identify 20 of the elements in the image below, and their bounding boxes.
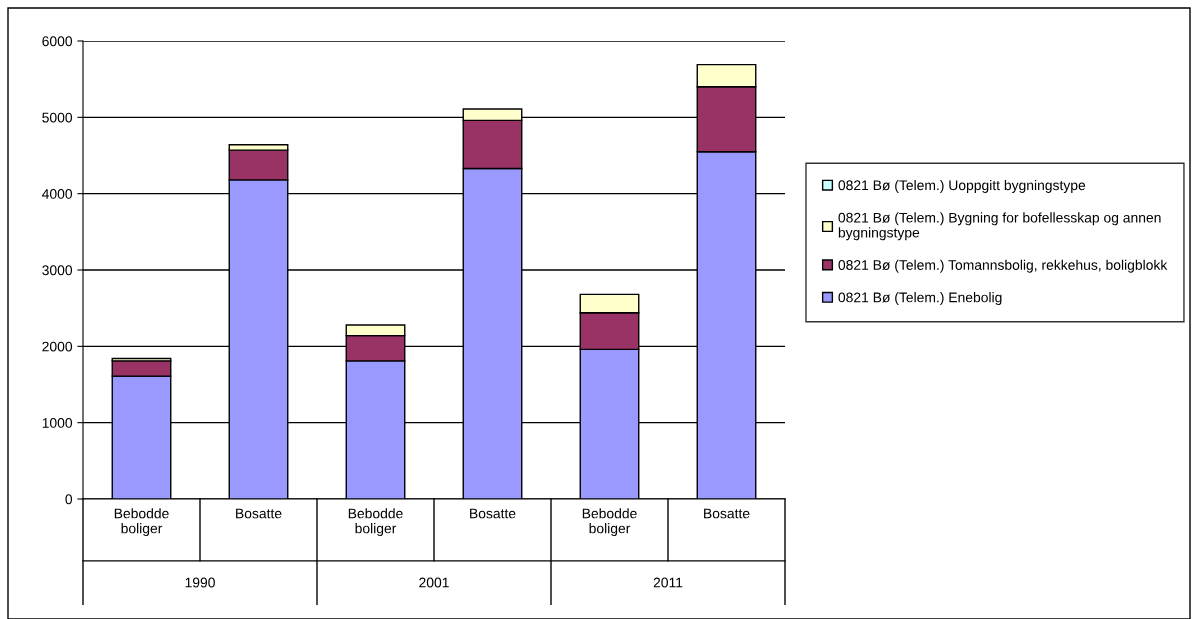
y-tick-label: 5000 xyxy=(42,112,73,123)
x-tick-label: Bebodde boliger xyxy=(348,508,403,537)
legend-label: 0821 Bø (Telem.) Enebolig xyxy=(838,292,1002,306)
y-tick-label: 4000 xyxy=(42,189,73,199)
x-tick-label: Bosatte xyxy=(470,508,516,519)
y-tick-label: 2000 xyxy=(42,341,73,352)
y-tick-label: 1000 xyxy=(42,418,73,428)
legend-label: 0821 Bø (Telem.) Uoppgitt bygningstype xyxy=(838,179,1086,193)
x-tick-label: Bosatte xyxy=(236,508,282,519)
x-tick-label: Bebodde boliger xyxy=(582,508,637,537)
y-tick-label: 0 xyxy=(65,494,73,505)
text: 2001 xyxy=(419,577,449,588)
y-tick-label: 3000 xyxy=(42,265,73,276)
legend-label: 0821 Bø (Telem.) Tomannsbolig, rekkehus, boligblokk xyxy=(838,259,1168,273)
text: 1990 xyxy=(185,577,215,588)
x-tick-label: Bebodde boliger xyxy=(114,508,169,537)
text: 2011 xyxy=(653,577,683,588)
y-tick-label: 6000 xyxy=(42,36,73,47)
legend-label: 0821 Bø (Telem.) Bygning for bofellesskap og annen bygningstype xyxy=(838,212,1161,241)
x-tick-label: Bosatte xyxy=(704,508,750,519)
